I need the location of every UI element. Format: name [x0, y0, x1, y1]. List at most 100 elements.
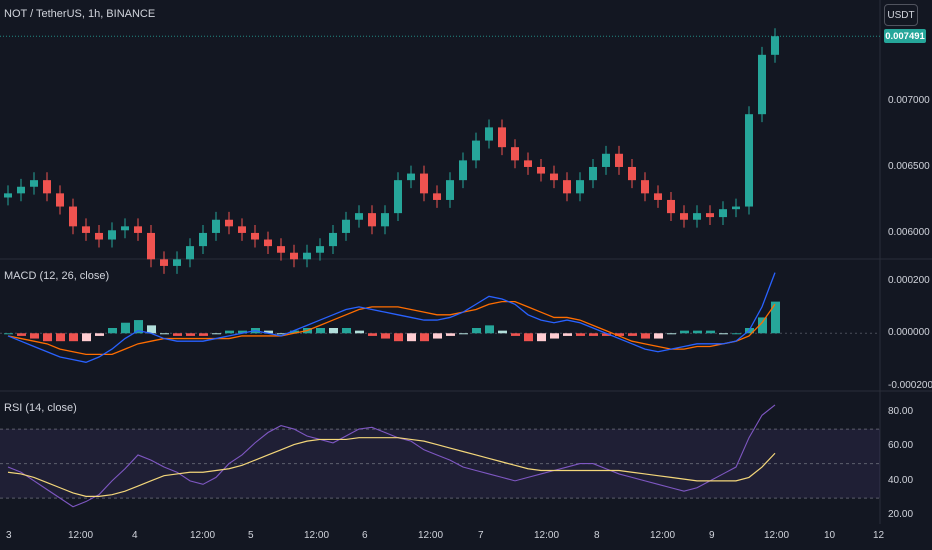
macd-axis-tick: 0.000200 — [888, 274, 930, 286]
candle-body — [121, 226, 129, 231]
candle-body — [758, 54, 766, 115]
macd-histogram-bar — [316, 328, 325, 334]
candle-body — [342, 219, 350, 233]
macd-histogram-bar — [264, 330, 273, 334]
macd-histogram-bar — [30, 333, 39, 339]
candle-body — [459, 160, 467, 181]
macd-histogram-bar — [43, 333, 52, 342]
macd-histogram-bar — [329, 328, 338, 334]
rsi-axis-tick: 20.00 — [888, 509, 914, 521]
macd-histogram-bar — [407, 333, 416, 342]
candle-body — [355, 213, 363, 220]
candle-body — [576, 180, 584, 194]
last-price-badge: 0.007491 — [884, 29, 926, 44]
macd-histogram-bar — [17, 333, 26, 336]
macd-histogram-bar — [82, 333, 91, 342]
candle-body — [251, 232, 259, 240]
candle-body — [329, 232, 337, 247]
macd-label: MACD (12, 26, close) — [4, 270, 110, 282]
macd-histogram-bar — [108, 328, 117, 334]
candle-body — [4, 193, 12, 198]
candle-body — [56, 193, 64, 207]
macd-histogram-bar — [212, 333, 221, 335]
price-axis-tick: 0.006500 — [888, 160, 930, 172]
macd-histogram-bar — [342, 328, 351, 334]
candle-body — [160, 259, 168, 266]
x-axis-tick: 7 — [478, 530, 484, 541]
macd-histogram-bar — [173, 333, 182, 336]
candle-body — [108, 230, 116, 240]
candle-body — [225, 219, 233, 227]
macd-histogram-bar — [446, 333, 455, 336]
candle-body — [537, 166, 545, 174]
candle-body — [381, 213, 389, 227]
rsi-line — [7, 404, 776, 508]
candle-body — [563, 180, 571, 194]
macd-histogram-bar — [394, 333, 403, 342]
macd-histogram-bar — [758, 317, 767, 334]
candle-body — [771, 36, 779, 55]
candle-body — [615, 153, 623, 167]
macd-histogram-bar — [290, 330, 299, 334]
macd-histogram-bar — [147, 325, 156, 334]
macd-signal-line — [7, 300, 776, 356]
candle-body — [407, 173, 415, 181]
x-axis-tick: 12:00 — [190, 530, 216, 541]
x-axis-tick: 3 — [6, 530, 12, 541]
candle-body — [264, 239, 272, 247]
macd-histogram-bar — [667, 333, 676, 335]
macd-histogram-bar — [199, 333, 208, 336]
candle-body — [706, 213, 714, 218]
candle-body — [147, 232, 155, 260]
candle-body — [550, 173, 558, 181]
macd-histogram-bar — [134, 320, 143, 334]
macd-histogram-bar — [472, 328, 481, 334]
candle-body — [433, 193, 441, 200]
price-axis-tick: 0.007000 — [888, 94, 930, 106]
macd-histogram-bar — [693, 330, 702, 334]
rsi-axis-tick: 80.00 — [888, 405, 914, 417]
x-axis-tick: 12:00 — [418, 530, 444, 541]
candle-body — [82, 226, 90, 233]
candle-body — [654, 193, 662, 200]
candle-body — [134, 226, 142, 233]
candle-body — [199, 232, 207, 247]
candle-body — [446, 180, 454, 200]
rsi-axis-tick: 60.00 — [888, 440, 914, 452]
macd-histogram-bar — [459, 333, 468, 335]
macd-histogram-bar — [550, 333, 559, 339]
macd-histogram-bar — [4, 333, 13, 335]
macd-histogram-bar — [511, 333, 520, 336]
currency-button[interactable]: USDT — [884, 4, 918, 26]
macd-histogram-bar — [238, 330, 247, 334]
macd-histogram-bar — [563, 333, 572, 336]
x-axis-tick: 9 — [709, 530, 715, 541]
macd-histogram-bar — [69, 333, 78, 342]
price-axis-tick: 0.006000 — [888, 226, 930, 238]
macd-histogram-bar — [641, 333, 650, 339]
candle-body — [745, 114, 753, 207]
candle-body — [420, 173, 428, 194]
candle-body — [368, 213, 376, 227]
candle-body — [602, 153, 610, 167]
candle-body — [316, 246, 324, 253]
candle-body — [511, 147, 519, 161]
macd-histogram-bar — [654, 333, 663, 339]
macd-histogram-bar — [368, 333, 377, 336]
candle-body — [641, 180, 649, 194]
candle-body — [524, 160, 532, 167]
rsi-label: RSI (14, close) — [4, 402, 77, 414]
macd-histogram-bar — [706, 330, 715, 334]
macd-histogram-bar — [680, 330, 689, 334]
rsi-axis-tick: 40.00 — [888, 474, 914, 486]
x-axis-tick: 12:00 — [68, 530, 94, 541]
macd-histogram-bar — [381, 333, 390, 339]
x-axis-tick: 5 — [248, 530, 254, 541]
macd-histogram-bar — [160, 333, 169, 335]
x-axis-tick: 6 — [362, 530, 368, 541]
x-axis-tick: 12:00 — [534, 530, 560, 541]
candle-body — [212, 219, 220, 233]
candle-body — [732, 206, 740, 210]
